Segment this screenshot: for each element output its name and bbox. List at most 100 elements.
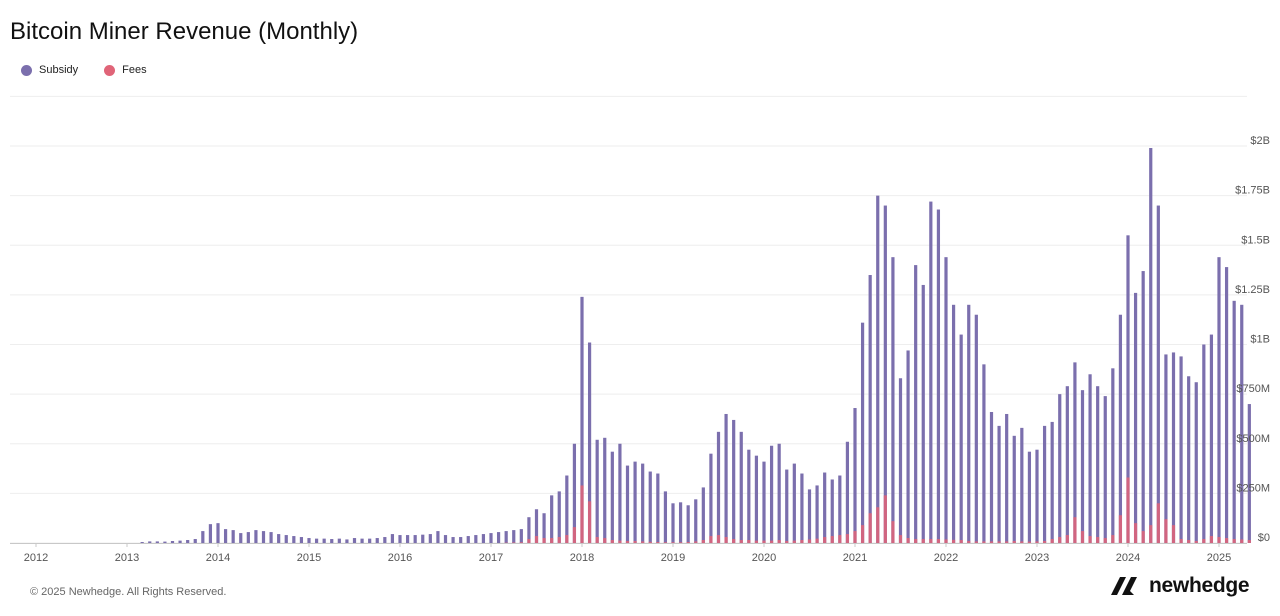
y-tick-label: $750M — [1236, 383, 1270, 395]
bar-fees — [792, 540, 796, 543]
y-tick-label: $0 — [1258, 532, 1270, 544]
bar-subsidy — [678, 502, 683, 543]
bar-subsidy — [261, 531, 266, 543]
bar-fees — [1058, 537, 1062, 543]
bar-fees — [830, 536, 834, 543]
bar-subsidy — [747, 449, 751, 543]
brand-logo: newhedge — [1111, 574, 1250, 598]
bar-subsidy — [201, 531, 205, 543]
bar-subsidy — [876, 195, 880, 544]
bar-subsidy — [686, 505, 690, 543]
bar-fees — [815, 538, 819, 543]
bar-subsidy — [1247, 404, 1251, 543]
bar-fees — [807, 539, 812, 543]
bar-subsidy — [360, 538, 364, 543]
bar-subsidy — [208, 524, 213, 543]
bar-subsidy — [1111, 368, 1115, 543]
copyright-text: © 2025 Newhedge. All Rights Reserved. — [30, 586, 227, 598]
bar-subsidy — [572, 443, 577, 543]
bar-fees — [572, 527, 577, 543]
bar-fees — [1224, 538, 1229, 543]
bar-subsidy — [231, 530, 235, 543]
bar-fees — [648, 541, 652, 543]
bar-subsidy — [762, 461, 766, 543]
bar-subsidy — [800, 473, 804, 543]
bar-subsidy — [239, 533, 243, 543]
bar-fees — [951, 539, 956, 543]
bar-fees — [618, 540, 622, 543]
bar-fees — [845, 534, 850, 543]
bar-fees — [716, 535, 721, 543]
bar-subsidy — [299, 537, 304, 543]
bar-subsidy — [550, 495, 554, 543]
bar-fees — [1118, 515, 1123, 543]
bar-subsidy — [1126, 235, 1130, 543]
bar-subsidy — [314, 538, 319, 543]
bar-subsidy — [625, 465, 630, 543]
bar-fees — [982, 541, 986, 543]
bar-fees — [1247, 540, 1251, 543]
bar-subsidy — [542, 513, 546, 543]
chart-title: Bitcoin Miner Revenue (Monthly) — [10, 18, 359, 45]
bar-fees — [823, 537, 827, 543]
y-tick-label: $1B — [1250, 334, 1270, 346]
bar-subsidy — [936, 209, 941, 543]
bar-subsidy — [1020, 427, 1024, 543]
bar-fees — [1103, 538, 1107, 543]
bar-fees — [580, 485, 584, 543]
legend-item-subsidy[interactable]: Subsidy — [21, 64, 78, 76]
bar-fees — [1187, 540, 1191, 543]
bar-subsidy — [1027, 451, 1032, 543]
bar-subsidy — [830, 479, 834, 543]
bar-subsidy — [557, 491, 561, 543]
bar-subsidy — [997, 425, 1001, 543]
bar-fees — [929, 539, 933, 543]
bar-fees — [1217, 537, 1221, 543]
y-tick-label: $1.5B — [1241, 234, 1270, 246]
bar-subsidy — [337, 538, 341, 543]
bar-fees — [565, 535, 569, 543]
bar-subsidy — [989, 411, 994, 543]
bar-fees — [989, 541, 994, 543]
bar-fees — [694, 541, 698, 543]
bar-subsidy — [186, 540, 190, 543]
bar-fees — [974, 541, 978, 543]
bar-subsidy — [860, 322, 865, 543]
bar-subsidy — [375, 538, 379, 543]
bar-fees — [754, 540, 759, 543]
x-tick-label: 2021 — [843, 552, 867, 564]
bar-subsidy — [595, 439, 599, 543]
bar-subsidy — [512, 530, 516, 543]
bar-subsidy — [845, 441, 850, 543]
legend-item-fees[interactable]: Fees — [104, 64, 147, 76]
bar-subsidy — [1141, 271, 1145, 543]
bar-subsidy — [716, 431, 721, 543]
bar-subsidy — [1164, 354, 1168, 543]
bar-fees — [785, 541, 789, 543]
bar-subsidy — [170, 541, 175, 543]
bar-subsidy — [459, 537, 463, 543]
bar-subsidy — [246, 532, 250, 543]
bar-subsidy — [641, 463, 645, 543]
bar-subsidy — [284, 535, 288, 543]
bar-subsidy — [519, 529, 523, 543]
bar-subsidy — [534, 509, 539, 543]
bar-fees — [1209, 536, 1214, 543]
bar-subsidy — [944, 257, 948, 543]
bar-fees — [860, 525, 865, 543]
bar-fees — [1096, 537, 1100, 543]
bar-subsidy — [929, 201, 933, 543]
bar-subsidy — [436, 531, 440, 543]
bar-fees — [868, 513, 872, 543]
bar-fees — [625, 541, 630, 543]
bar-fees — [1194, 541, 1198, 543]
bar-subsidy — [1133, 292, 1138, 543]
bar-subsidy — [974, 314, 978, 543]
bar-subsidy — [1156, 205, 1160, 544]
bar-subsidy — [891, 257, 895, 543]
bar-subsidy — [898, 378, 903, 543]
bar-subsidy — [1194, 382, 1198, 543]
bar-subsidy — [1103, 396, 1107, 543]
bar-fees — [898, 535, 903, 543]
bar-fees — [1149, 525, 1153, 543]
